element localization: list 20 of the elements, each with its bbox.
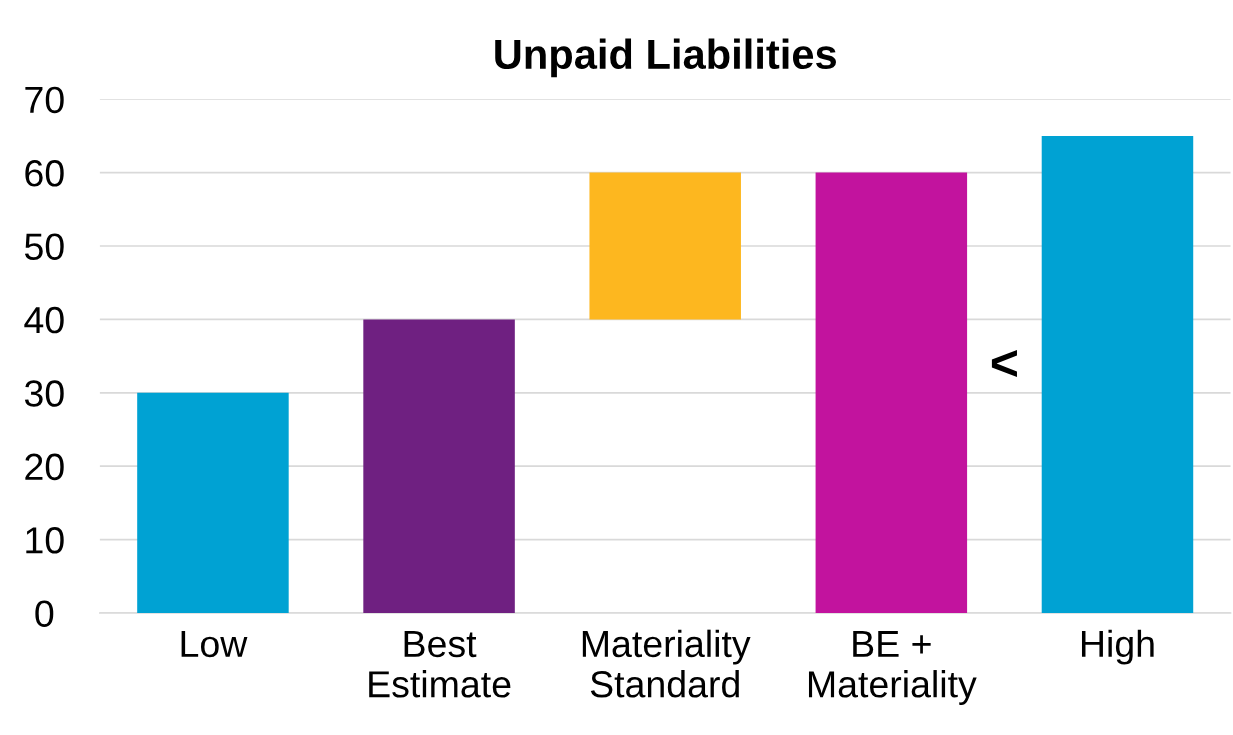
- x-tick-label: Best Estimate: [369, 631, 511, 698]
- y-tick-label: 60: [25, 160, 64, 187]
- y-tick-label: 70: [25, 86, 64, 114]
- chart-title: Unpaid Liabilities: [495, 38, 836, 78]
- y-tick-label: 30: [24, 380, 64, 407]
- y-tick-label: 20: [25, 453, 64, 481]
- bar: [363, 319, 515, 613]
- annotation: <: [991, 350, 1017, 377]
- x-tick-label: Low: [181, 631, 248, 658]
- y-tick-label: 0: [35, 600, 54, 627]
- bar: [815, 172, 968, 613]
- bar: [137, 392, 289, 613]
- x-tick-label: BE + Materiality: [808, 631, 977, 706]
- x-tick-label: High: [1081, 629, 1154, 665]
- bar: [589, 172, 741, 320]
- y-tick-label: 50: [24, 233, 64, 260]
- bar: [1041, 135, 1194, 613]
- y-tick-label: 10: [26, 527, 64, 554]
- y-tick-label: 40: [24, 306, 64, 334]
- x-tick-label: Materiality Standard: [582, 629, 751, 698]
